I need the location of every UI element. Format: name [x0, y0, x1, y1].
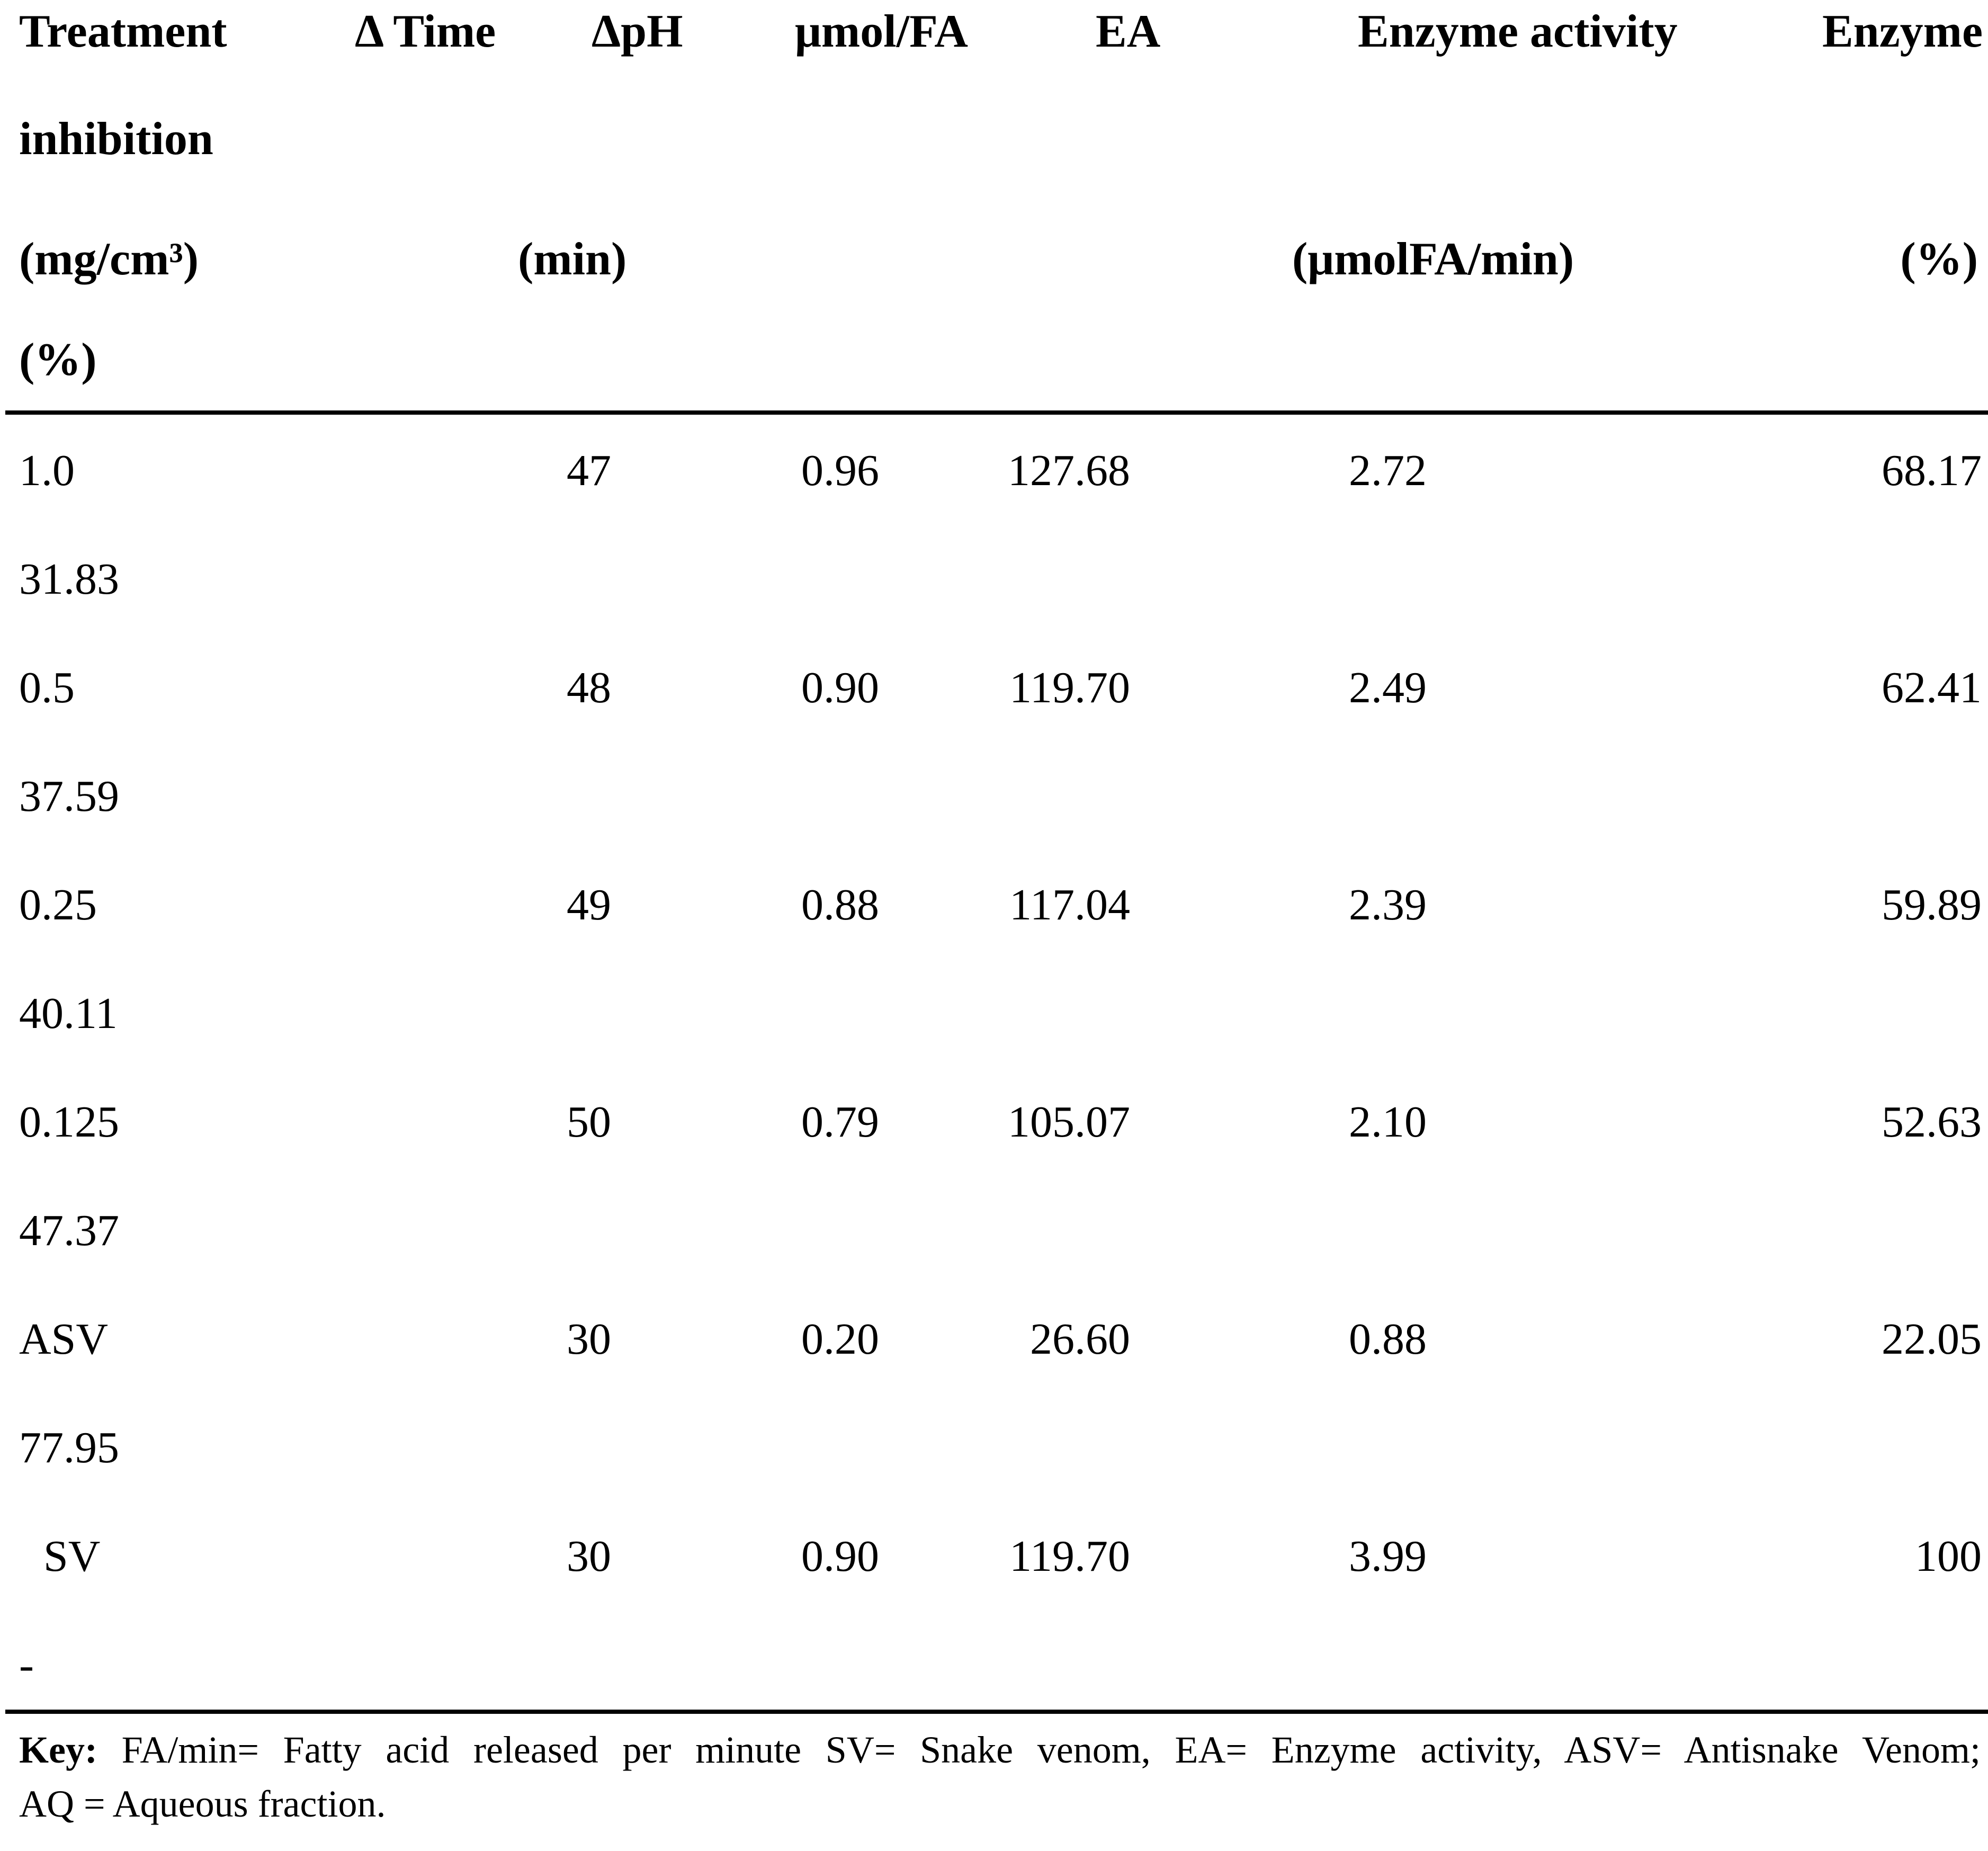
table-row-continuation: 37.59: [0, 774, 1988, 838]
cell-treatment: 0.125: [19, 1097, 119, 1147]
cell-umol-fa: 26.60: [1030, 1315, 1130, 1364]
table-row-continuation: -: [0, 1643, 1988, 1706]
cell-enzyme-pct: 100: [1915, 1532, 1982, 1581]
cell-inhibition-pct: 31.83: [19, 555, 119, 604]
cell-treatment: 1.0: [19, 446, 75, 495]
header-delta-ph: ΔpH: [592, 6, 683, 57]
cell-ea: 2.72: [1349, 446, 1427, 495]
cell-enzyme-pct: 68.17: [1882, 446, 1982, 495]
cell-treatment: ASV: [19, 1315, 109, 1364]
cell-time: 30: [567, 1532, 611, 1581]
cell-umol-fa: 105.07: [1008, 1097, 1130, 1147]
header-ea: EA: [1096, 6, 1161, 57]
header-enzyme: Enzyme: [1822, 6, 1983, 57]
cell-umol-fa: 127.68: [1008, 446, 1130, 495]
header-umol-fa: μmol/FA: [795, 6, 968, 57]
table-header-row-1: Treatment Δ Time ΔpH μmol/FA EA Enzyme a…: [0, 8, 1988, 72]
cell-inhibition-pct: 40.11: [19, 989, 118, 1038]
cell-ph: 0.88: [801, 880, 879, 929]
header-inhibition: inhibition: [19, 113, 213, 165]
cell-ea: 3.99: [1349, 1532, 1427, 1581]
cell-ph: 0.90: [801, 1532, 879, 1581]
cell-inhibition-pct: 37.59: [19, 772, 119, 821]
unit-percent-right: (%): [1900, 234, 1978, 285]
cell-ea: 2.10: [1349, 1097, 1427, 1147]
table-header-row-3: (mg/cm³) (min) (μmolFA/min) (%): [0, 236, 1988, 300]
cell-ea: 0.88: [1349, 1315, 1427, 1364]
table-bottom-rule: [5, 1710, 1988, 1714]
table-row: 1.0 47 0.96 127.68 2.72 68.17: [0, 449, 1988, 512]
table-row-continuation: 47.37: [0, 1209, 1988, 1272]
cell-ea: 2.49: [1349, 663, 1427, 712]
cell-time: 50: [567, 1097, 611, 1147]
cell-enzyme-pct: 62.41: [1882, 663, 1982, 712]
table-top-rule: [5, 410, 1988, 415]
unit-min: (min): [518, 234, 627, 285]
cell-ph: 0.90: [801, 663, 879, 712]
cell-enzyme-pct: 52.63: [1882, 1097, 1982, 1147]
cell-enzyme-pct: 22.05: [1882, 1315, 1982, 1364]
header-delta-time: Δ Time: [355, 6, 496, 57]
table-row: 0.125 50 0.79 105.07 2.10 52.63: [0, 1100, 1988, 1164]
cell-time: 47: [567, 446, 611, 495]
table-row-continuation: 77.95: [0, 1426, 1988, 1489]
cell-inhibition-pct: -: [19, 1640, 34, 1689]
unit-umolfa-min: (μmolFA/min): [1292, 234, 1574, 285]
table-row: SV 30 0.90 119.70 3.99 100: [0, 1534, 1988, 1598]
unit-percent-left: (%): [19, 334, 97, 386]
table-header-row-4: (%): [0, 337, 1988, 400]
cell-time: 49: [567, 880, 611, 929]
table-header-row-2: inhibition: [0, 116, 1988, 180]
key-label: Key:: [19, 1729, 97, 1771]
key-text: FA/min= Fatty acid released per minute S…: [97, 1729, 1981, 1771]
cell-treatment: SV: [43, 1532, 101, 1581]
cell-ph: 0.79: [801, 1097, 879, 1147]
cell-time: 30: [567, 1315, 611, 1364]
cell-umol-fa: 117.04: [1009, 880, 1130, 929]
cell-ph: 0.96: [801, 446, 879, 495]
cell-time: 48: [567, 663, 611, 712]
cell-inhibition-pct: 47.37: [19, 1206, 119, 1255]
table-key-line-2: AQ = Aqueous fraction.: [19, 1783, 386, 1825]
cell-treatment: 0.5: [19, 663, 75, 712]
table-row-continuation: 31.83: [0, 557, 1988, 621]
table-row-continuation: 40.11: [0, 991, 1988, 1055]
cell-ph: 0.20: [801, 1315, 879, 1364]
cell-umol-fa: 119.70: [1009, 1532, 1130, 1581]
cell-ea: 2.39: [1349, 880, 1427, 929]
table-row: 0.25 49 0.88 117.04 2.39 59.89: [0, 883, 1988, 946]
table-row: ASV 30 0.20 26.60 0.88 22.05: [0, 1317, 1988, 1381]
unit-mg-cm3: (mg/cm³): [19, 234, 199, 285]
table-row: 0.5 48 0.90 119.70 2.49 62.41: [0, 666, 1988, 729]
header-enzyme-activity: Enzyme activity: [1358, 6, 1678, 57]
cell-inhibition-pct: 77.95: [19, 1423, 119, 1472]
table-key-line-1: Key: FA/min= Fatty acid released per min…: [19, 1731, 1981, 1769]
header-treatment: Treatment: [19, 6, 227, 57]
cell-enzyme-pct: 59.89: [1882, 880, 1982, 929]
cell-umol-fa: 119.70: [1009, 663, 1130, 712]
cell-treatment: 0.25: [19, 880, 97, 929]
